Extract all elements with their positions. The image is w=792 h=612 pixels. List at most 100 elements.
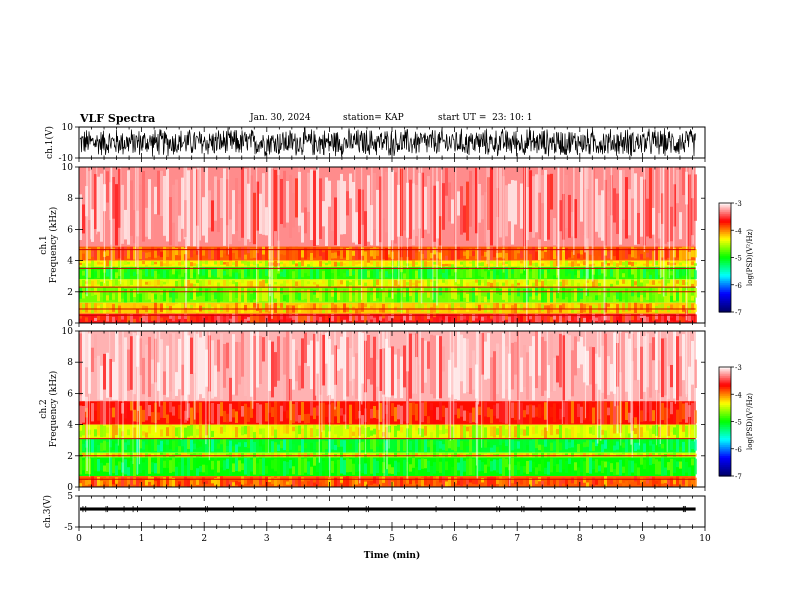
ch2-spectrogram-texture bbox=[589, 427, 592, 434]
ch1-spectrogram-texture bbox=[376, 247, 379, 256]
ch1-spectrogram-texture bbox=[478, 262, 481, 266]
ch1-spectrogram-texture bbox=[163, 246, 166, 261]
ch2-spectrogram-colorbar-swatch bbox=[719, 450, 731, 453]
ch1-spectrogram-texture bbox=[649, 274, 652, 279]
ch1-spectrogram-texture bbox=[613, 269, 616, 278]
ch2-spectrogram-texture bbox=[175, 372, 178, 396]
ch2-spectrogram-texture bbox=[169, 439, 172, 450]
ch1-spectrogram-texture bbox=[559, 261, 562, 265]
ch1-spectrogram-texture bbox=[421, 287, 424, 294]
ch1-spectrogram-texture bbox=[535, 313, 538, 322]
ch2-spectrogram-texture bbox=[589, 452, 592, 458]
ch2-spectrogram-texture bbox=[337, 349, 340, 371]
ch1-spectrogram-colorbar-swatch bbox=[719, 206, 731, 210]
ch2-spectrogram-texture bbox=[538, 444, 541, 451]
ch1-spectrogram-texture bbox=[352, 279, 355, 288]
ch1-spectrogram-texture bbox=[310, 288, 313, 301]
ch2-spectrogram-texture bbox=[436, 335, 439, 400]
ch2-spectrogram-streak bbox=[659, 331, 661, 445]
ch2-spectrogram-texture bbox=[433, 335, 436, 399]
ch2-spectrogram-texture bbox=[469, 452, 472, 457]
ch2-spectrogram-texture bbox=[676, 438, 679, 452]
ch1-spectrogram-texture bbox=[556, 304, 559, 308]
ch1-spectrogram-texture bbox=[472, 251, 475, 257]
ch1-spectrogram-texture bbox=[694, 174, 697, 221]
ch1-spectrogram-texture bbox=[688, 287, 691, 301]
ch1-spectrogram-texture bbox=[151, 203, 154, 243]
ch1-spectrogram-texture bbox=[307, 314, 310, 322]
ch2-spectrogram-texture bbox=[151, 476, 154, 486]
ch2-spectrogram-texture bbox=[412, 427, 415, 438]
ch1-spectrogram-texture bbox=[139, 316, 142, 322]
ch1-spectrogram-texture bbox=[148, 252, 151, 258]
ch1-spectrogram-texture bbox=[613, 188, 616, 223]
ch2-spectrogram-texture bbox=[424, 439, 427, 452]
ch1-spectrogram-texture bbox=[364, 282, 367, 286]
ch2-spectrogram-texture bbox=[79, 333, 82, 396]
ch2-spectrogram-texture bbox=[460, 424, 463, 439]
ch1-spectrogram-texture bbox=[577, 270, 580, 279]
ch2-spectrogram-texture bbox=[340, 440, 343, 447]
ch1-spectrogram-texture bbox=[325, 313, 328, 321]
ch2-spectrogram-texture bbox=[298, 445, 301, 452]
ch2-spectrogram-texture bbox=[505, 429, 508, 438]
ch1-spectrogram-texture bbox=[79, 314, 82, 319]
ch2-spectrogram-colorbar-swatch bbox=[719, 392, 731, 395]
ch2-spectrogram-texture bbox=[433, 452, 436, 457]
ch1-spectrogram-texture bbox=[121, 315, 124, 320]
ch2-spectrogram-texture bbox=[412, 457, 415, 468]
ch2-spectrogram-ytick-label: 4 bbox=[67, 421, 73, 431]
ch2-spectrogram-texture bbox=[145, 453, 148, 458]
ch2-spectrogram-texture bbox=[397, 452, 400, 457]
ch1-spectrogram-texture bbox=[694, 249, 697, 258]
ch1-spectrogram-texture bbox=[274, 248, 277, 258]
ch1-spectrogram-texture bbox=[79, 247, 82, 261]
ch2-spectrogram-texture bbox=[163, 431, 166, 437]
ch2-spectrogram-texture bbox=[487, 458, 490, 467]
ch2-spectrogram-texture bbox=[220, 402, 223, 417]
ch2-spectrogram-texture bbox=[496, 453, 499, 457]
ch2-spectrogram-texture bbox=[163, 452, 166, 458]
ch1-spectrogram-texture bbox=[367, 270, 370, 278]
ch1-spectrogram-texture bbox=[565, 260, 568, 267]
ch2-spectrogram-texture bbox=[526, 405, 529, 415]
ch2-spectrogram-texture bbox=[547, 409, 550, 425]
ch2-spectrogram-texture bbox=[598, 401, 601, 420]
ch1-spectrogram-texture bbox=[127, 314, 130, 323]
ch2-spectrogram-texture bbox=[253, 441, 256, 453]
ch1-spectrogram-texture bbox=[280, 261, 283, 265]
ch2-spectrogram-texture bbox=[310, 453, 313, 457]
ch2-spectrogram-texture bbox=[109, 440, 112, 448]
ch1-spectrogram-texture bbox=[484, 192, 487, 243]
ch1-spectrogram-texture bbox=[328, 268, 331, 279]
ch1-spectrogram-texture bbox=[589, 305, 592, 314]
ch1-spectrogram-texture bbox=[517, 260, 520, 267]
ch1-spectrogram-texture bbox=[328, 260, 331, 265]
ch2-spectrogram-texture bbox=[670, 364, 673, 388]
ch1-spectrogram-texture bbox=[607, 251, 610, 259]
ch2-spectrogram-texture bbox=[262, 337, 265, 362]
ch1-spectrogram-texture bbox=[463, 260, 466, 267]
ch1-spectrogram-texture bbox=[247, 289, 250, 301]
ch2-spectrogram-texture bbox=[256, 331, 259, 388]
ch1-spectrogram-texture bbox=[166, 247, 169, 257]
ch1-spectrogram-texture bbox=[637, 302, 640, 310]
ch1-spectrogram-texture bbox=[445, 287, 448, 293]
ch1-spectrogram-texture bbox=[550, 260, 553, 267]
ch1-spectrogram-texture bbox=[139, 184, 142, 230]
ch2-spectrogram-texture bbox=[82, 424, 85, 436]
ch1-spectrogram-texture bbox=[361, 302, 364, 312]
ch1-spectrogram-texture bbox=[637, 212, 640, 245]
ch2-spectrogram-texture bbox=[199, 402, 202, 425]
ch2-spectrogram-texture bbox=[232, 482, 235, 486]
ch1-spectrogram-texture bbox=[466, 181, 469, 241]
ch1-spectrogram-texture bbox=[562, 303, 565, 310]
ch1-spectrogram-texture bbox=[466, 260, 469, 267]
ch2-spectrogram-colorbar-swatch bbox=[719, 419, 731, 423]
ch2-spectrogram-colorbar-swatch bbox=[719, 443, 731, 446]
ch1-spectrogram-texture bbox=[484, 296, 487, 303]
ch2-spectrogram-texture bbox=[562, 459, 565, 470]
ch1-spectrogram-texture bbox=[634, 248, 637, 259]
ch2-spectrogram-texture bbox=[112, 361, 115, 400]
ch1-spectrogram-texture bbox=[532, 288, 535, 300]
